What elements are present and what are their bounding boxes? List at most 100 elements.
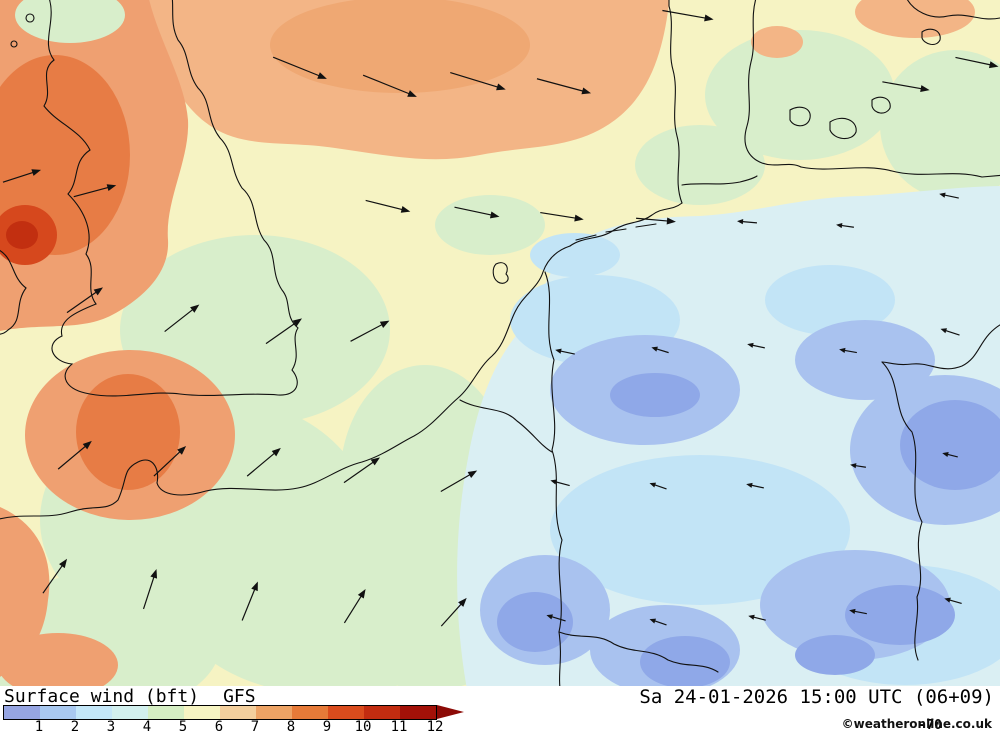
coastline-great-britain xyxy=(43,0,299,397)
model-label: GFS xyxy=(223,686,256,707)
legend-color-segment xyxy=(400,706,436,719)
wind-arrow xyxy=(265,318,303,345)
map-title: Surface wind (bft) GFS xyxy=(4,686,256,707)
wind-arrow xyxy=(450,71,506,91)
legend-tick-label: 2 xyxy=(70,719,80,733)
wind-arrow xyxy=(2,169,42,183)
coastline-baltic-germany xyxy=(800,166,1000,178)
wind-arrow xyxy=(942,451,958,458)
wind-arrow xyxy=(747,342,765,349)
wind-arrow xyxy=(748,614,766,621)
coastline-jutland-east xyxy=(744,0,802,168)
legend-tick-label: 6 xyxy=(214,719,224,733)
wind-arrow xyxy=(944,597,962,605)
coastline-wadden-islands xyxy=(575,223,657,241)
coastline-danish-island xyxy=(871,96,891,114)
wind-region xyxy=(765,265,895,335)
partial-cropped-label: -70 xyxy=(918,718,942,733)
beaufort-scale-legend: 1 2 3 4 5 6 7 8 9 10 11 12 xyxy=(3,705,483,733)
wind-arrow xyxy=(272,56,327,79)
legend-tick-label: 8 xyxy=(286,719,296,733)
coastline-island xyxy=(10,40,18,48)
wind-arrow xyxy=(546,614,566,622)
wind-arrow xyxy=(651,346,669,354)
wind-arrow xyxy=(66,287,104,314)
wind-region xyxy=(550,455,850,605)
border-nl-de-fr xyxy=(544,271,563,686)
border-alps xyxy=(558,631,719,673)
wind-arrow xyxy=(164,304,200,333)
wind-region xyxy=(705,30,895,160)
wind-arrow xyxy=(955,56,999,69)
legend-tick-label: 3 xyxy=(106,719,116,733)
legend-color-segment xyxy=(4,706,40,719)
map-svg xyxy=(0,0,1000,686)
legend-color-segment xyxy=(40,706,76,719)
wind-arrow xyxy=(454,206,500,219)
wind-arrow xyxy=(57,440,92,470)
wind-arrow xyxy=(365,199,411,213)
wind-arrow xyxy=(440,470,478,493)
legend-numbers: 1 2 3 4 5 6 7 8 9 10 11 12 xyxy=(3,719,483,733)
wind-arrow xyxy=(649,618,667,626)
wind-region xyxy=(795,635,875,675)
legend-tick-label: 9 xyxy=(322,719,332,733)
wind-region xyxy=(635,125,765,205)
wind-arrow xyxy=(362,74,417,97)
wind-arrow xyxy=(73,184,117,198)
coastline-swedish-island xyxy=(921,28,941,46)
wind-arrow xyxy=(939,192,959,199)
wind-region xyxy=(497,592,573,652)
wind-region xyxy=(610,373,700,417)
wind-arrow xyxy=(836,223,854,229)
legend-color-segment xyxy=(292,706,328,719)
wind-arrow xyxy=(850,463,866,469)
wind-map xyxy=(0,0,1000,686)
legend-color-segment xyxy=(184,706,220,719)
wind-arrow xyxy=(142,569,158,610)
wind-region xyxy=(900,400,1000,490)
wind-region xyxy=(15,0,125,43)
legend-tick-label: 4 xyxy=(142,719,152,733)
wind-region xyxy=(6,221,38,249)
wind-region xyxy=(0,507,50,677)
legend-color-segment xyxy=(112,706,148,719)
coastline-jutland-west xyxy=(668,0,683,204)
wind-speed-regions xyxy=(0,0,1000,686)
wind-region xyxy=(0,55,130,255)
wind-region xyxy=(795,320,935,400)
legend-color-segment xyxy=(256,706,292,719)
coastline-sweden xyxy=(907,0,1000,20)
wind-arrow xyxy=(536,78,592,95)
wind-arrow xyxy=(940,328,960,336)
legend-tick-label: 1 xyxy=(34,719,44,733)
wind-arrow xyxy=(440,597,467,627)
wind-region xyxy=(845,585,955,645)
legend-tick-label: 7 xyxy=(250,719,260,733)
coastline-ijsselmeer xyxy=(492,262,509,284)
coastline-nw-germany xyxy=(569,202,683,247)
wind-region xyxy=(640,636,730,686)
wind-arrows xyxy=(2,9,999,627)
wind-arrow xyxy=(350,320,390,342)
legend-bar xyxy=(3,705,437,720)
wind-region xyxy=(270,0,530,93)
legend-tick-label: 10 xyxy=(354,719,372,733)
wind-arrow xyxy=(737,219,758,225)
legend-color-segment xyxy=(364,706,400,719)
wind-arrow xyxy=(540,211,584,222)
coastline-island xyxy=(25,13,35,23)
status-bar: Surface wind (bft) GFS Sa 24-01-2026 15:0… xyxy=(0,686,1000,733)
wind-arrow xyxy=(636,217,676,225)
wind-region xyxy=(880,50,1000,200)
coastline-ireland xyxy=(0,250,27,335)
coastlines xyxy=(0,0,1000,686)
wind-arrow xyxy=(42,558,68,594)
legend-tick-label: 11 xyxy=(390,719,408,733)
wind-arrow xyxy=(246,447,281,477)
wind-region xyxy=(530,233,620,277)
parameter-label: Surface wind (bft) xyxy=(4,686,200,707)
wind-region xyxy=(435,195,545,255)
border-germany-poland xyxy=(881,324,1000,370)
